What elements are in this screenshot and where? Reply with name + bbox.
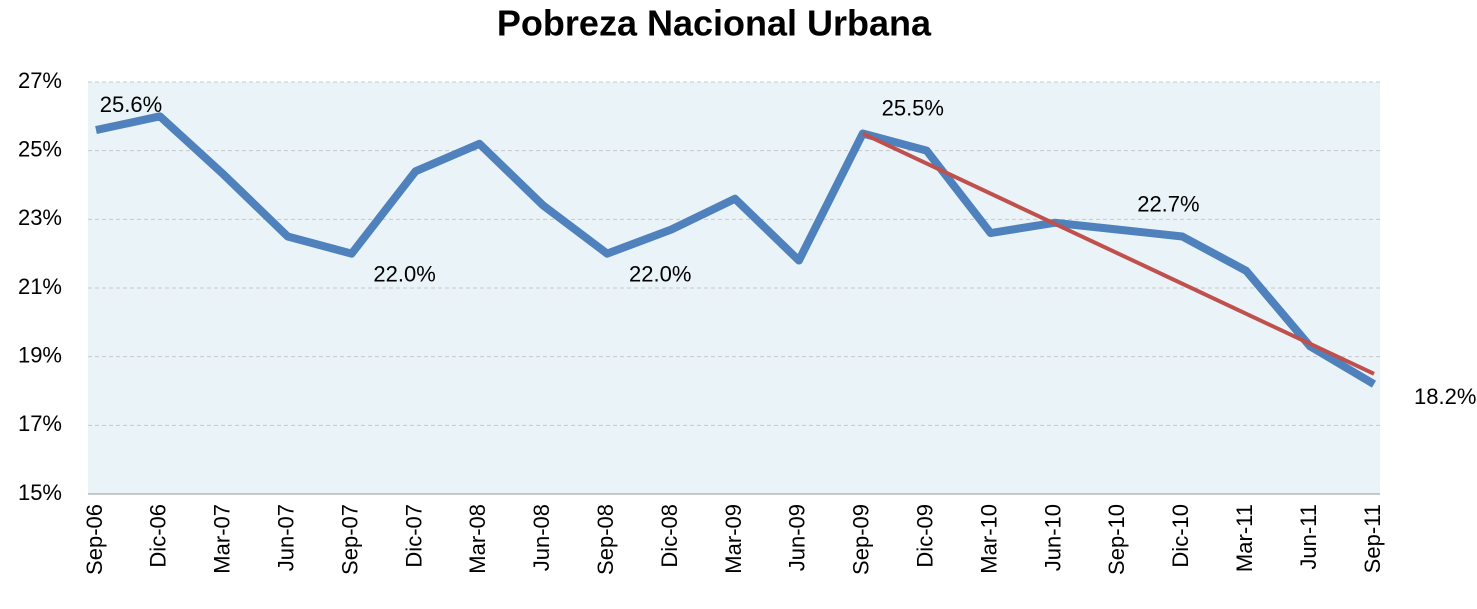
trend-line <box>861 131 1375 376</box>
x-tick-label: Dic-08 <box>657 504 682 568</box>
data-label: 22.0% <box>629 261 691 286</box>
y-tick-label: 19% <box>18 342 62 367</box>
x-tick-label: Sep-07 <box>337 504 362 575</box>
y-tick-label: 17% <box>18 411 62 436</box>
y-tick-label: 15% <box>18 480 62 505</box>
line-series <box>95 112 1377 388</box>
x-tick-label: Sep-06 <box>82 504 107 575</box>
y-tick-label: 27% <box>18 68 62 93</box>
data-label: 25.5% <box>882 95 944 120</box>
y-tick-label: 25% <box>18 136 62 161</box>
x-tick-label: Dic-06 <box>146 504 171 568</box>
data-label: 25.6% <box>100 92 162 117</box>
x-tick-label: Jun-07 <box>274 504 299 571</box>
data-label: 22.0% <box>373 261 435 286</box>
x-tick-label: Jun-08 <box>529 504 554 571</box>
x-tick-label: Mar-10 <box>976 504 1001 574</box>
x-tick-label: Sep-08 <box>593 504 618 575</box>
x-tick-label: Sep-11 <box>1360 504 1385 573</box>
x-tick-label: Dic-10 <box>1168 504 1193 568</box>
data-label: 18.2% <box>1414 384 1476 409</box>
x-tick-label: Mar-09 <box>721 504 746 574</box>
y-tick-label: 23% <box>18 205 62 230</box>
y-tick-label: 21% <box>18 274 62 299</box>
x-tick-label: Mar-11 <box>1232 504 1257 572</box>
x-tick-label: Jun-11 <box>1296 504 1321 570</box>
chart-title: Pobreza Nacional Urbana <box>497 3 932 44</box>
x-tick-label: Dic-09 <box>913 504 938 568</box>
x-tick-label: Jun-10 <box>1040 504 1065 571</box>
x-tick-label: Sep-10 <box>1104 504 1129 575</box>
x-tick-label: Mar-07 <box>210 504 235 574</box>
x-tick-label: Jun-09 <box>785 504 810 571</box>
x-tick-label: Dic-07 <box>401 504 426 568</box>
data-label: 22.7% <box>1137 191 1199 216</box>
x-tick-label: Mar-08 <box>465 504 490 574</box>
x-tick-label: Sep-09 <box>849 504 874 575</box>
